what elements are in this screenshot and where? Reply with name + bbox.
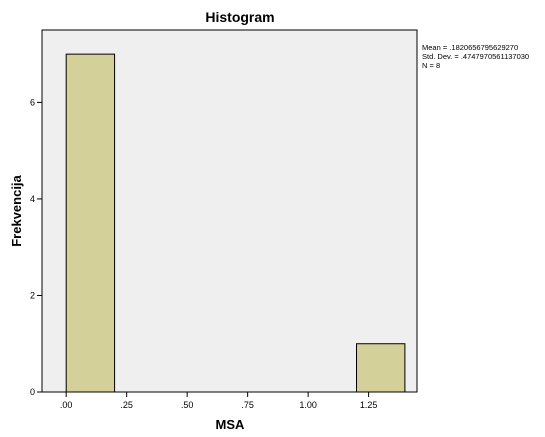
bars-layer [65,53,406,393]
y-tick-label-0: 0 [30,387,35,397]
x-axis-label: MSA [216,417,246,432]
y-axis-label: Frekvencija [9,174,24,246]
y-tick-label-2: 4 [30,194,35,204]
y-tick-label-3: 6 [30,97,35,107]
x-tick-label-4: 1.00 [299,400,317,410]
x-tick-label-1: .25 [120,400,133,410]
y-tick-label-1: 2 [30,290,35,300]
stat-std-dev: Std. Dev. = .4747970561137030 [422,52,529,61]
x-axis-ticks: .00 .25 .50 .75 1.00 1.25 [60,392,377,410]
stats-box: Mean = .1820656795629270 Std. Dev. = .47… [422,43,529,70]
stat-mean: Mean = .1820656795629270 [422,43,518,52]
histogram-bar-0 [65,53,116,393]
x-tick-label-3: .75 [241,400,254,410]
x-tick-label-0: .00 [60,400,73,410]
histogram-bar-1 [356,343,406,393]
chart-title: Histogram [205,9,274,25]
stat-n: N = 8 [422,61,440,70]
x-tick-label-2: .50 [181,400,194,410]
y-axis-ticks: 0 2 4 6 [30,97,42,397]
x-tick-label-5: 1.25 [360,400,378,410]
